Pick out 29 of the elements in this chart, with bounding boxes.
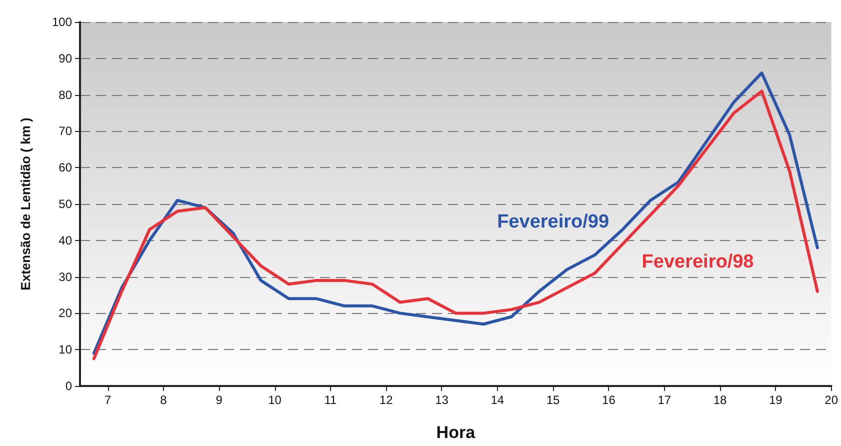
x-tick-label: 8 (160, 393, 168, 407)
x-tick-label: 20 (824, 393, 838, 407)
x-tick-label: 12 (379, 393, 394, 407)
x-tick-label: 14 (490, 393, 504, 407)
series-label: Fevereiro/99 (497, 212, 610, 233)
y-tick-label: 40 (58, 233, 72, 248)
y-tick-label: 20 (58, 306, 72, 320)
x-tick-label: 19 (768, 393, 783, 407)
y-tick-label: 10 (58, 342, 72, 357)
x-tick-label: 18 (713, 393, 728, 407)
y-tick-label: 80 (58, 88, 72, 102)
y-tick-label: 70 (58, 124, 72, 138)
x-tick-label: 11 (324, 393, 337, 407)
x-tick-label: 10 (268, 393, 282, 407)
x-tick-label: 7 (104, 393, 112, 407)
y-tick-label: 30 (58, 270, 72, 284)
x-tick-label: 16 (602, 393, 616, 407)
y-tick-label: 60 (58, 160, 72, 175)
x-tick-label: 15 (546, 393, 560, 407)
y-tick-label: 90 (58, 51, 72, 66)
y-tick-label: 100 (52, 15, 72, 29)
x-tick-label: 17 (658, 393, 672, 407)
y-tick-label: 50 (58, 197, 72, 211)
y-tick-label: 0 (65, 379, 72, 393)
x-tick-label: 9 (216, 393, 223, 407)
x-axis-title: Hora (436, 423, 476, 442)
series-label: Fevereiro/98 (642, 252, 754, 273)
x-tick-label: 13 (435, 393, 449, 407)
y-axis-title: Extensão de Lentidão ( km ) (18, 118, 33, 290)
